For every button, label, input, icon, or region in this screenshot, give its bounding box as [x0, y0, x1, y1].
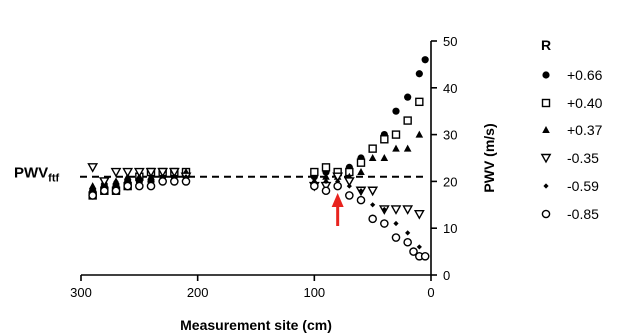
legend-entry-label: -0.59 [567, 178, 599, 194]
data-point [343, 177, 355, 187]
data-point [158, 177, 167, 186]
data-point [111, 186, 121, 196]
data-point [345, 191, 354, 200]
y-tick-label: 40 [443, 81, 457, 96]
arrow-head [331, 193, 344, 207]
data-point [98, 177, 110, 187]
data-point [123, 181, 132, 191]
legend-marker [541, 209, 551, 219]
legend-entry-label: +0.40 [567, 95, 603, 111]
data-point [157, 167, 169, 178]
data-point [333, 181, 342, 191]
data-point [133, 167, 145, 178]
legend-marker [541, 98, 551, 108]
data-point [145, 167, 157, 178]
data-point [122, 167, 134, 178]
data-points [87, 56, 430, 261]
data-point [170, 177, 179, 186]
data-point [168, 167, 180, 178]
data-point [392, 144, 400, 152]
data-point [346, 183, 352, 189]
data-point [87, 163, 99, 173]
legend: R +0.66 +0.40 +0.37 -0.35 -0.59 -0.85 [540, 37, 603, 222]
data-point [380, 154, 389, 161]
data-point [323, 178, 329, 184]
y-tick-label: 30 [443, 128, 457, 143]
data-point [370, 202, 376, 208]
data-point [368, 154, 377, 161]
data-point [420, 251, 430, 261]
data-point [148, 174, 154, 180]
data-point [421, 56, 429, 64]
data-point [88, 191, 97, 200]
data-point [356, 195, 366, 205]
data-point [310, 167, 319, 177]
data-point [413, 209, 425, 220]
legend-marker [542, 71, 550, 79]
x-tick-label: 0 [427, 285, 434, 300]
data-point [358, 188, 364, 194]
data-point [380, 135, 389, 144]
legend-entry-label: +0.66 [567, 67, 603, 83]
data-point [404, 93, 412, 101]
data-point [135, 181, 144, 191]
data-point [357, 168, 365, 176]
axes: 300 200 100 0 Measurement site (cm) 0 10 20 30 40… [70, 34, 497, 333]
data-point [321, 163, 331, 172]
data-point [110, 167, 122, 178]
data-point [88, 182, 97, 190]
x-tick-label: 200 [187, 285, 209, 300]
legend-marker [543, 183, 549, 189]
data-point [146, 181, 156, 191]
data-point [310, 181, 319, 191]
legend-title: R [541, 37, 551, 53]
data-point [415, 97, 424, 107]
x-tick-label: 300 [70, 285, 92, 300]
data-point [332, 172, 344, 183]
series-3 [87, 163, 425, 220]
data-point [368, 144, 377, 153]
data-point [402, 205, 414, 215]
y-tick-label: 0 [443, 268, 450, 283]
data-point [391, 130, 401, 139]
legend-marker [540, 153, 552, 164]
legend-entry-label: +0.37 [567, 122, 603, 138]
data-point [415, 70, 423, 78]
x-tick-label: 100 [303, 285, 325, 300]
y-tick-label: 50 [443, 34, 457, 49]
data-point [415, 130, 424, 138]
y-axis-title: PWV (m/s) [481, 123, 497, 192]
data-point [356, 158, 366, 167]
legend-entry-label: -0.35 [567, 150, 599, 166]
data-point [367, 186, 379, 197]
data-point [416, 244, 422, 250]
data-point [393, 220, 399, 227]
data-point [403, 144, 412, 152]
legend-marker [542, 126, 550, 133]
data-point [403, 116, 412, 125]
data-point [380, 219, 389, 228]
reference-line-label: PWVftf [14, 165, 59, 185]
y-tick-label: 20 [443, 174, 457, 189]
data-point [381, 206, 387, 213]
series-5 [88, 177, 430, 261]
x-axis-title: Measurement site (cm) [180, 317, 332, 333]
legend-entry-label: -0.85 [567, 206, 599, 222]
data-point [181, 177, 191, 186]
data-point [403, 237, 412, 247]
data-point [321, 186, 331, 196]
annotation-group [331, 193, 344, 226]
data-point [100, 186, 109, 196]
data-point [113, 178, 119, 184]
y-tick-label: 10 [443, 221, 457, 236]
data-point [391, 233, 401, 242]
data-point [368, 214, 377, 224]
data-point [392, 107, 400, 115]
data-point [409, 247, 418, 256]
data-point [322, 172, 330, 180]
reference-line-group: PWVftf [14, 165, 428, 185]
data-point [390, 205, 402, 215]
data-point [405, 230, 411, 236]
